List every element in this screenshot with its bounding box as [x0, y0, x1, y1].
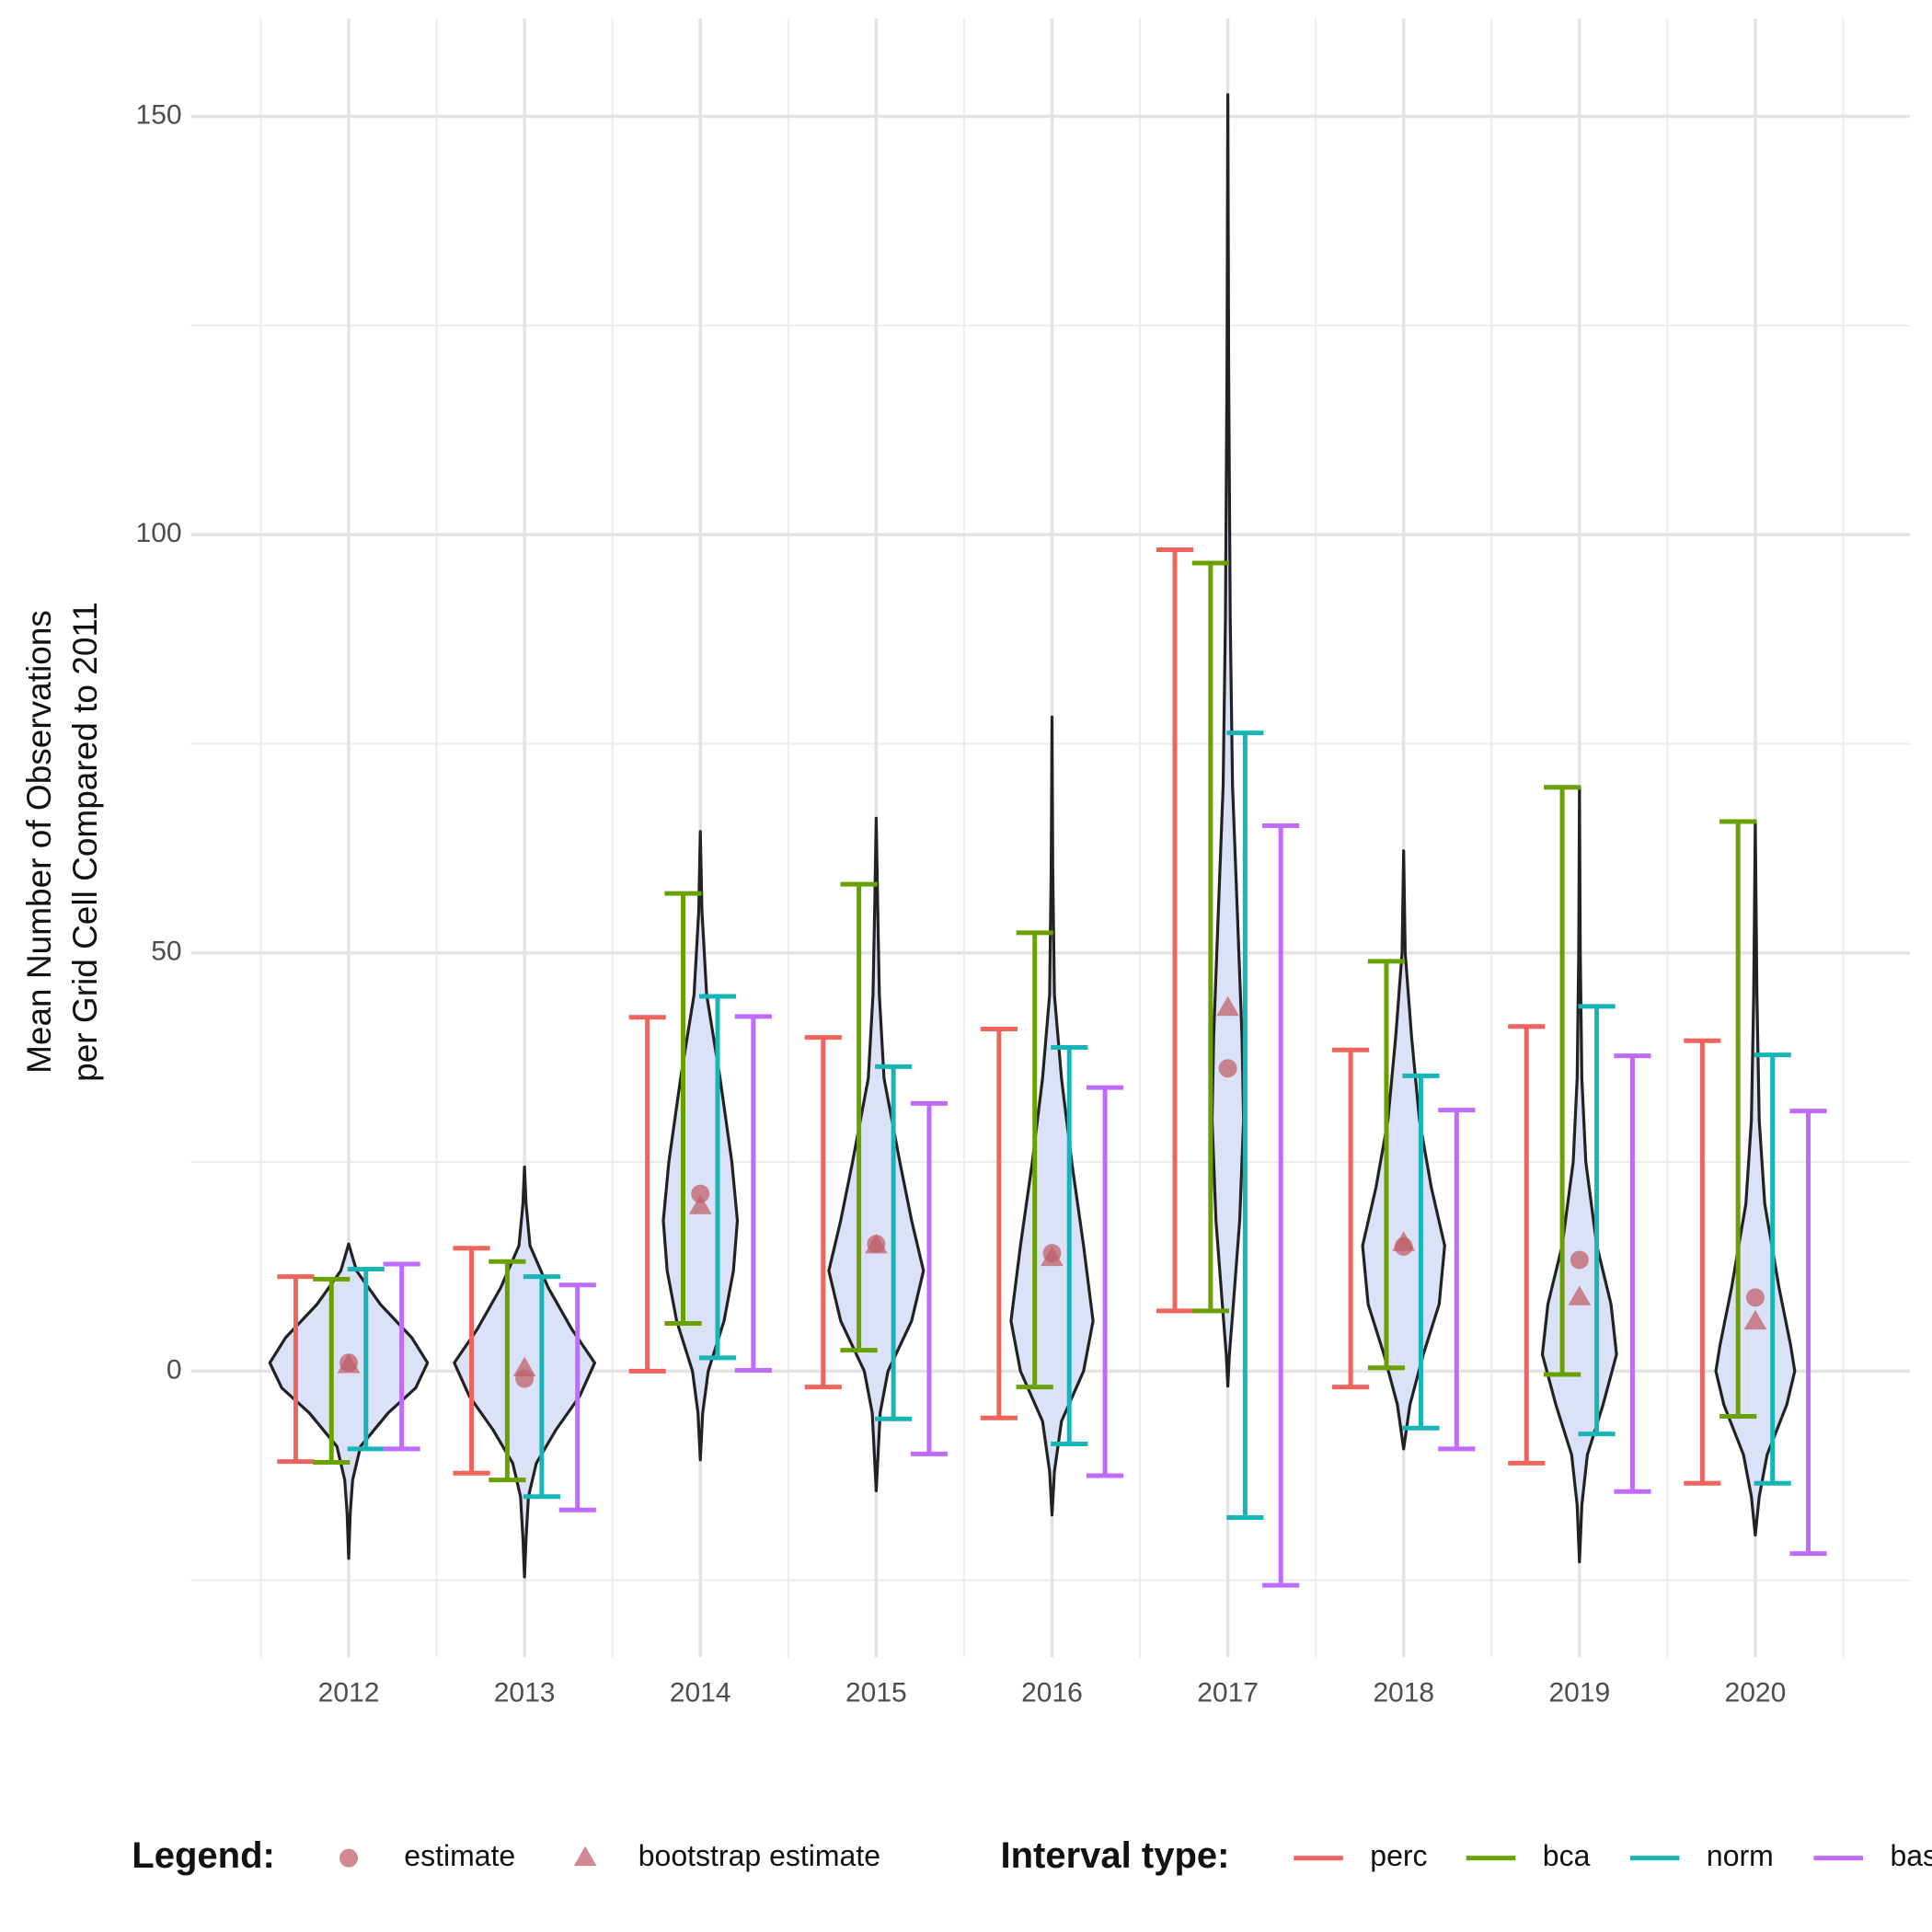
point	[1568, 1285, 1592, 1305]
error-bar	[1684, 1038, 1721, 1486]
legend-label: perc	[1370, 1839, 1427, 1872]
error-bar	[875, 1064, 913, 1421]
legend-label: estimate	[404, 1839, 515, 1872]
error-bar	[1051, 1044, 1088, 1446]
error-bar	[664, 891, 702, 1327]
point	[1743, 1309, 1767, 1330]
error-bar	[523, 1274, 560, 1500]
violin	[827, 816, 926, 1492]
legend-title: Legend:	[132, 1835, 275, 1876]
x-tick-label: 2014	[670, 1677, 731, 1708]
y-tick-label: 0	[167, 1354, 182, 1385]
error-bar	[1402, 1073, 1440, 1431]
x-tick-label: 2015	[845, 1677, 907, 1708]
violin	[1714, 820, 1797, 1537]
error-bar	[1086, 1085, 1124, 1478]
error-bar	[1789, 1109, 1827, 1557]
point	[1216, 995, 1239, 1017]
error-bar	[1156, 546, 1194, 1314]
point	[1218, 1059, 1237, 1078]
error-bar	[1438, 1108, 1476, 1452]
x-tick-label: 2012	[318, 1677, 380, 1708]
y-axis-title: Mean Number of Observations per Grid Cel…	[20, 602, 104, 1082]
error-bar	[1543, 785, 1581, 1377]
legend-label: basic	[1890, 1839, 1932, 1872]
error-bar	[489, 1259, 526, 1483]
error-bar	[698, 994, 737, 1361]
point	[337, 1353, 361, 1374]
error-bar	[1614, 1053, 1651, 1494]
error-bar	[628, 1015, 666, 1374]
error-bar	[840, 881, 878, 1353]
error-bar	[1332, 1047, 1370, 1390]
x-tick-label: 2016	[1021, 1677, 1083, 1708]
error-bar	[313, 1276, 351, 1465]
point	[1392, 1231, 1416, 1251]
y-tick-label: 50	[151, 937, 181, 967]
violin	[268, 1242, 430, 1560]
error-bar	[1508, 1024, 1546, 1466]
error-bar	[1226, 730, 1264, 1520]
error-bar	[453, 1246, 490, 1476]
error-bar	[1719, 819, 1757, 1419]
y-axis-title-line: Mean Number of Observations	[20, 610, 58, 1074]
point	[688, 1194, 712, 1214]
x-tick-label: 2019	[1548, 1677, 1610, 1708]
point	[865, 1233, 888, 1254]
x-tick-label: 2018	[1373, 1677, 1434, 1708]
error-bar	[910, 1100, 949, 1456]
error-bar	[1367, 959, 1406, 1371]
y-axis-title-line: per Grid Cell Compared to 2011	[66, 602, 104, 1082]
error-bar	[804, 1035, 842, 1390]
point	[339, 1848, 359, 1868]
point	[1041, 1246, 1064, 1267]
error-bar	[277, 1274, 315, 1465]
violin	[1210, 93, 1246, 1388]
error-bar	[383, 1261, 420, 1452]
legend-label: bootstrap estimate	[638, 1839, 880, 1872]
legend-label: bca	[1543, 1839, 1591, 1872]
x-tick-label: 2020	[1725, 1677, 1787, 1708]
violin	[1540, 786, 1618, 1564]
point	[691, 1184, 710, 1203]
y-tick-label: 100	[136, 518, 182, 548]
x-tick-label: 2017	[1197, 1677, 1259, 1708]
error-bar	[1191, 560, 1229, 1314]
y-tick-label: 150	[136, 99, 182, 130]
error-bar	[1754, 1052, 1791, 1486]
violin	[661, 830, 740, 1462]
point	[573, 1846, 597, 1867]
violin	[1009, 715, 1095, 1517]
error-bar	[1578, 1004, 1616, 1437]
error-bar	[734, 1014, 772, 1373]
error-bar	[558, 1282, 596, 1512]
point	[1745, 1288, 1765, 1307]
violin	[1361, 849, 1446, 1451]
legend-title: Interval type:	[1001, 1835, 1230, 1876]
error-bar	[347, 1266, 385, 1452]
error-bar	[1016, 930, 1053, 1390]
legend-label: norm	[1707, 1839, 1774, 1872]
x-tick-label: 2013	[494, 1677, 556, 1708]
error-bar	[1262, 823, 1300, 1588]
point	[512, 1356, 536, 1377]
point	[1570, 1250, 1589, 1270]
error-bar	[980, 1026, 1018, 1420]
